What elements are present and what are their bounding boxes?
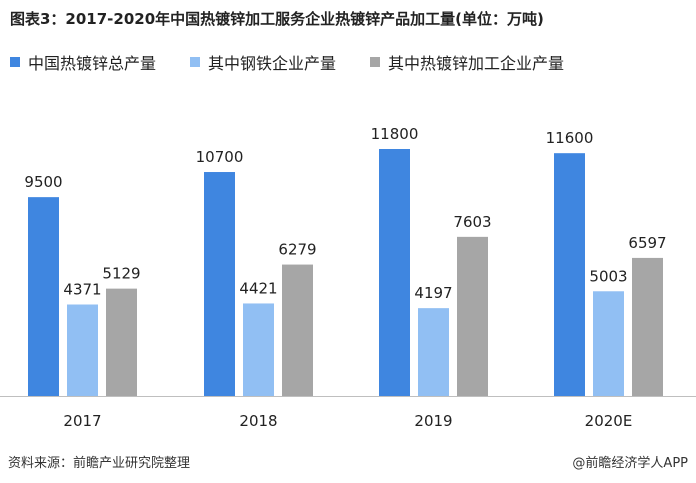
legend: 中国热镀锌总产量 其中钢铁企业产量 其中热镀锌加工企业产量 [10,50,598,74]
legend-item-processing: 其中热镀锌加工企业产量 [370,50,564,74]
bar-2019-series-1 [418,308,449,396]
legend-swatch-processing [370,57,381,67]
data-label-2017-series-2: 5129 [102,265,140,283]
data-label-2020E-series-2: 6597 [628,234,666,252]
legend-swatch-steel [190,57,201,67]
bar-2018-series-2 [282,264,313,396]
bar-2017-series-1 [67,304,98,396]
legend-item-total: 中国热镀锌总产量 [10,50,156,74]
data-label-2019-series-2: 7603 [453,213,491,231]
x-tick-label-2019: 2019 [414,412,452,430]
x-tick-label-2020E: 2020E [585,412,633,430]
data-label-2017-series-0: 9500 [24,173,62,191]
data-label-2019-series-1: 4197 [414,284,452,302]
bar-2018-series-1 [243,303,274,396]
legend-label-processing: 其中热镀锌加工企业产量 [388,54,565,73]
bar-2020E-series-0 [554,153,585,396]
data-label-2017-series-1: 4371 [63,281,101,299]
bar-2019-series-0 [379,149,410,396]
data-label-2018-series-1: 4421 [239,279,277,297]
legend-label-total: 中国热镀锌总产量 [28,54,157,73]
bar-2020E-series-1 [593,291,624,396]
bar-2018-series-0 [204,172,235,396]
bar-2019-series-2 [457,236,488,396]
data-label-2019-series-0: 11800 [371,125,419,143]
bar-2017-series-0 [28,197,59,396]
legend-label-steel: 其中钢铁企业产量 [208,54,337,73]
data-label-2020E-series-0: 11600 [546,129,594,147]
bar-2017-series-2 [106,288,137,396]
data-label-2018-series-2: 6279 [278,241,316,259]
chart-title: 图表3：2017-2020年中国热镀锌加工服务企业热镀锌产品加工量(单位：万吨) [10,10,544,28]
x-tick-label-2018: 2018 [239,412,277,430]
credit-note: @前瞻经济学人APP [572,456,688,471]
data-label-2018-series-0: 10700 [196,148,244,166]
data-label-2020E-series-1: 5003 [589,267,627,285]
legend-item-steel: 其中钢铁企业产量 [190,50,336,74]
x-tick-label-2017: 2017 [63,412,101,430]
bar-2020E-series-2 [632,257,663,396]
legend-swatch-total [10,57,20,67]
source-note: 资料来源：前瞻产业研究院整理 [8,456,191,471]
